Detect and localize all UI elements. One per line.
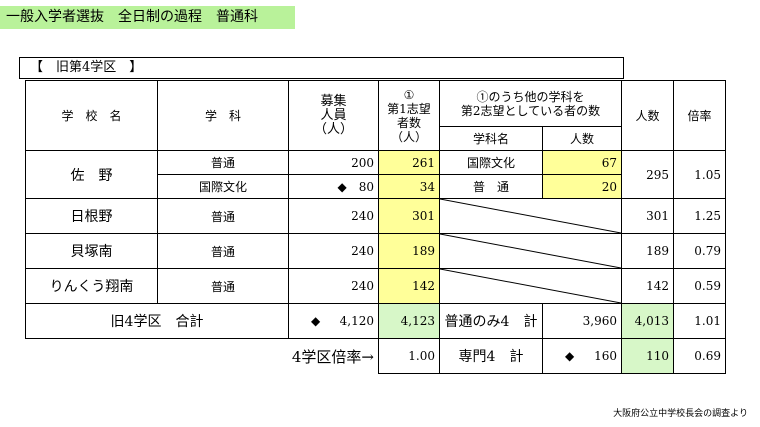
subject: 普通 <box>157 150 289 175</box>
applicants-table: 学 校 名 学 科 募集 人員 （人） ① 第1志望 者数（人） ①のうち他の学… <box>25 80 726 374</box>
first-choice: 301 <box>378 198 440 234</box>
page-title: 一般入学者選抜 全日制の過程 普通科 <box>0 6 295 29</box>
district-row: 4学区倍率→ 1.00 専門4 計 ◆ 160 110 0.69 <box>26 338 726 374</box>
table-row: りんくう翔南 普通 240 142 142 0.59 <box>25 268 726 304</box>
people: 295 <box>621 150 674 199</box>
total-capacity: ◆ 4,120 <box>288 303 379 339</box>
header-first-choice: ① 第1志望 者数（人） <box>378 80 440 151</box>
table-row: 貝塚南 普通 240 189 189 0.79 <box>25 233 726 269</box>
first-choice: 34 <box>378 174 440 199</box>
diagonal-empty-cell <box>439 268 622 304</box>
district-ratio-label: 4学区倍率→ <box>157 338 379 374</box>
people: 142 <box>621 268 674 304</box>
subject: 国際文化 <box>157 174 289 199</box>
total-sub-value: 3,960 <box>542 303 622 339</box>
subject: 普通 <box>157 233 289 269</box>
second-subject: 国際文化 <box>439 150 543 175</box>
ratio: 0.79 <box>673 233 726 269</box>
diamond-marker: ◆ <box>565 349 575 363</box>
capacity: 240 <box>288 233 379 269</box>
table-row: 日根野 普通 240 301 301 1.25 <box>25 198 726 234</box>
people: 301 <box>621 198 674 234</box>
school-name: 日根野 <box>25 198 158 234</box>
first-choice: 189 <box>378 233 440 269</box>
total-label: 旧4学区 合計 <box>25 303 289 339</box>
second-count: 67 <box>542 150 622 175</box>
header-subject: 学 科 <box>157 80 289 151</box>
school-name: りんくう翔南 <box>25 268 158 304</box>
header-capacity: 募集 人員 （人） <box>288 80 379 151</box>
subject: 普通 <box>157 268 289 304</box>
total-sub-label: 普通のみ4 計 <box>439 303 543 339</box>
diagonal-empty-cell <box>439 198 622 234</box>
first-choice: 261 <box>378 150 440 175</box>
district-people: 110 <box>621 338 674 374</box>
district-ratio-value: 1.00 <box>378 338 440 374</box>
second-count: 20 <box>542 174 622 199</box>
table-row: 国際文化 ◆ 80 34 普 通 20 <box>26 174 726 199</box>
ratio: 0.59 <box>673 268 726 304</box>
second-subject: 普 通 <box>439 174 543 199</box>
district-sub-label: 専門4 計 <box>439 338 543 374</box>
diagonal-empty-cell <box>439 233 622 269</box>
header-second-choice: ①のうち他の学科を 第2志望としている者の数 <box>439 80 622 127</box>
header-second-count: 人数 <box>542 126 622 151</box>
people: 189 <box>621 233 674 269</box>
district-ratio: 0.69 <box>673 338 726 374</box>
school-name: 貝塚南 <box>25 233 158 269</box>
total-people: 4,013 <box>621 303 674 339</box>
school-name: 佐 野 <box>25 150 158 199</box>
total-row: 旧4学区 合計 ◆ 4,120 4,123 普通のみ4 計 3,960 4,01… <box>25 303 726 339</box>
ratio: 1.05 <box>673 150 726 199</box>
region-label: 【 旧第4学区 】 <box>19 57 624 79</box>
district-sub-value: ◆ 160 <box>542 338 622 374</box>
subject: 普通 <box>157 198 289 234</box>
header-people: 人数 <box>621 80 674 151</box>
total-ratio: 1.01 <box>673 303 726 339</box>
header-school: 学 校 名 <box>25 80 158 151</box>
capacity: 240 <box>288 268 379 304</box>
header-row: 学 校 名 学 科 募集 人員 （人） ① 第1志望 者数（人） ①のうち他の学… <box>25 80 726 151</box>
header-second-subject: 学科名 <box>439 126 543 151</box>
header-ratio: 倍率 <box>673 80 726 151</box>
first-choice: 142 <box>378 268 440 304</box>
source-note: 大阪府公立中学校長会の調査より <box>613 409 748 419</box>
ratio: 1.25 <box>673 198 726 234</box>
capacity: ◆ 80 <box>288 174 379 199</box>
capacity: 200 <box>288 150 379 175</box>
capacity: 240 <box>288 198 379 234</box>
table-row: 佐 野 普通 200 261 国際文化 67 295 1.05 <box>25 150 726 199</box>
diamond-marker: ◆ <box>311 314 321 328</box>
header-row-sub: 学科名 人数 <box>26 126 726 151</box>
total-first-choice: 4,123 <box>378 303 440 339</box>
